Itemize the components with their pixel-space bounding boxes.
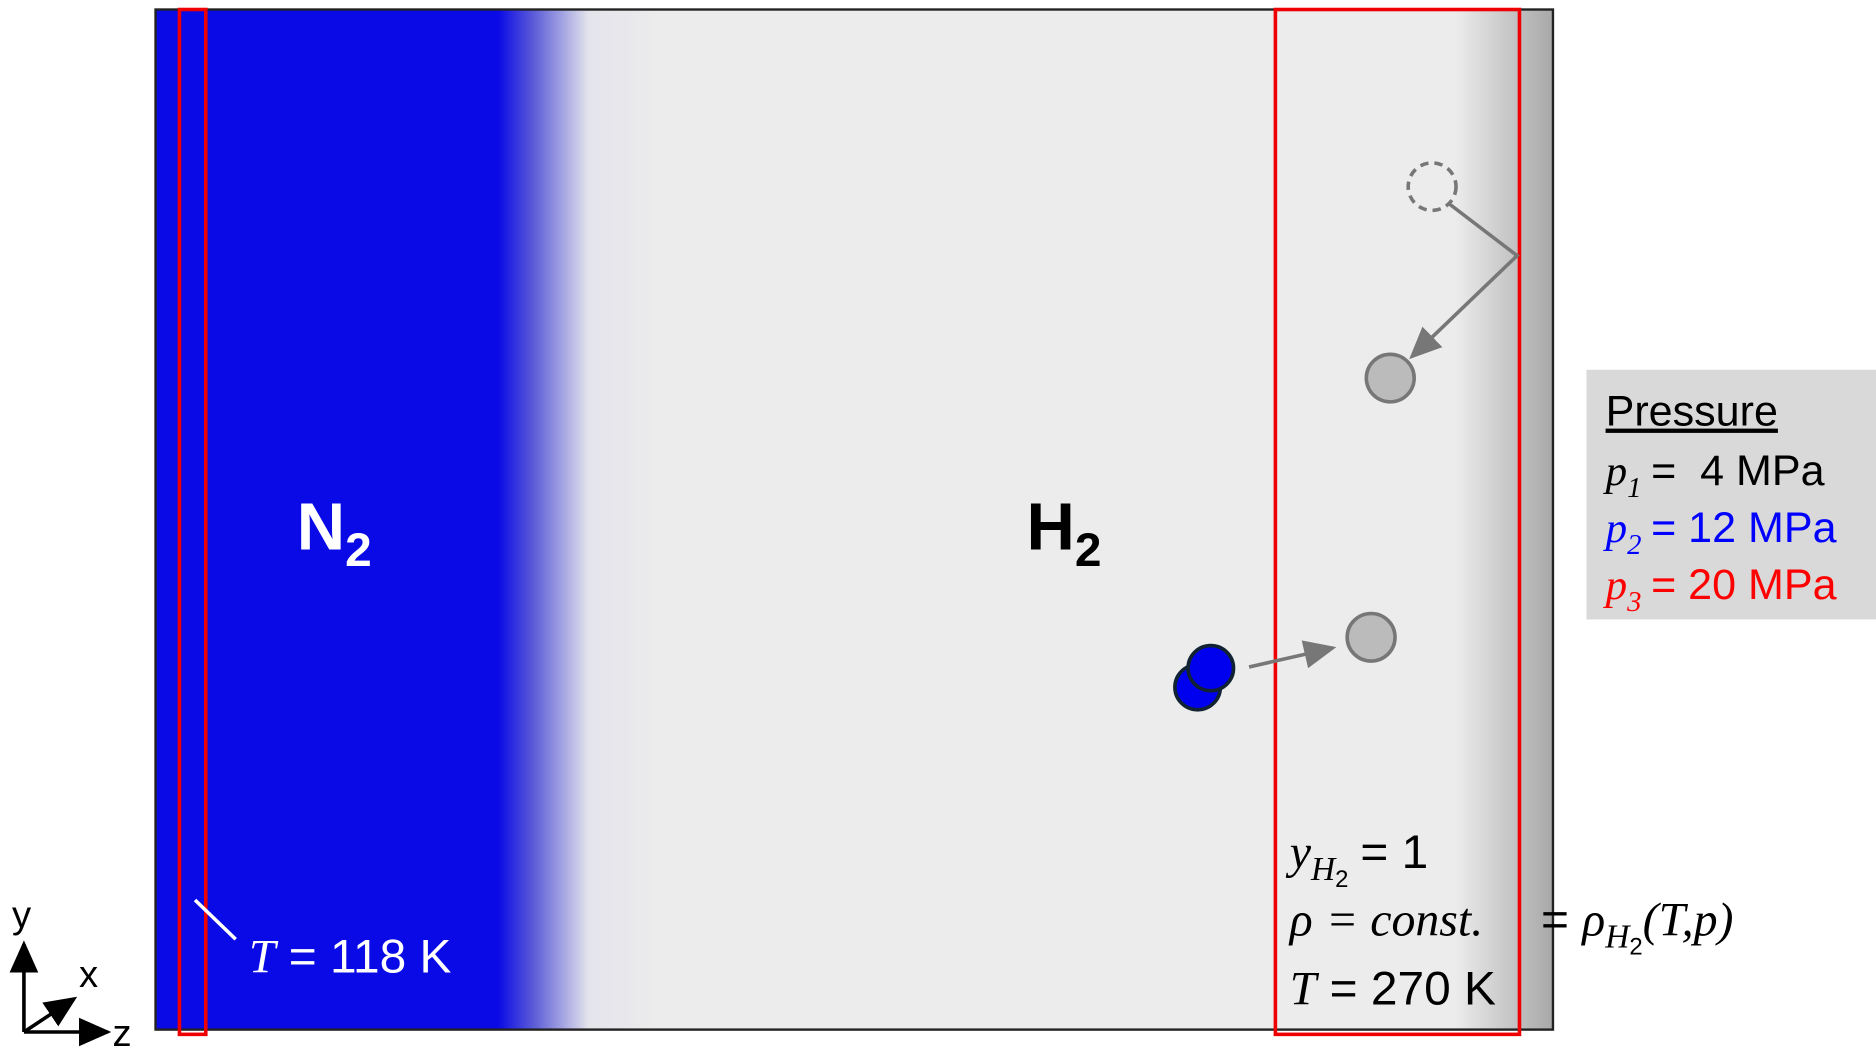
n2-molecule — [1188, 646, 1233, 691]
value: = 20 MPa — [1651, 561, 1837, 609]
axis-label: x — [79, 953, 98, 996]
subscript: 1 — [1627, 472, 1641, 504]
symbol: p — [1603, 505, 1628, 552]
subscript: 2 — [1627, 529, 1641, 561]
symbol: p — [1603, 562, 1628, 609]
axis-label: y — [12, 893, 31, 936]
value: = 12 MPa — [1651, 504, 1837, 552]
wall-temperature: T = 118 K — [249, 931, 452, 984]
density-rhs: = ρH2(T,p) — [1541, 894, 1733, 961]
legend-title: Pressure — [1606, 388, 1778, 436]
density: ρ = const. — [1288, 894, 1483, 947]
value: = 4 MPa — [1651, 447, 1825, 495]
reservoir-temperature: T = 270 K — [1290, 963, 1496, 1016]
symbol: p — [1603, 448, 1628, 495]
subscript: 3 — [1626, 586, 1641, 618]
molecule-after — [1366, 354, 1414, 402]
axis-label: z — [112, 1012, 131, 1051]
figure: N2 H2 T = 118 K yH2= 1 ρ = const. = ρH2(… — [0, 0, 1876, 1051]
h2-molecule — [1347, 613, 1395, 661]
